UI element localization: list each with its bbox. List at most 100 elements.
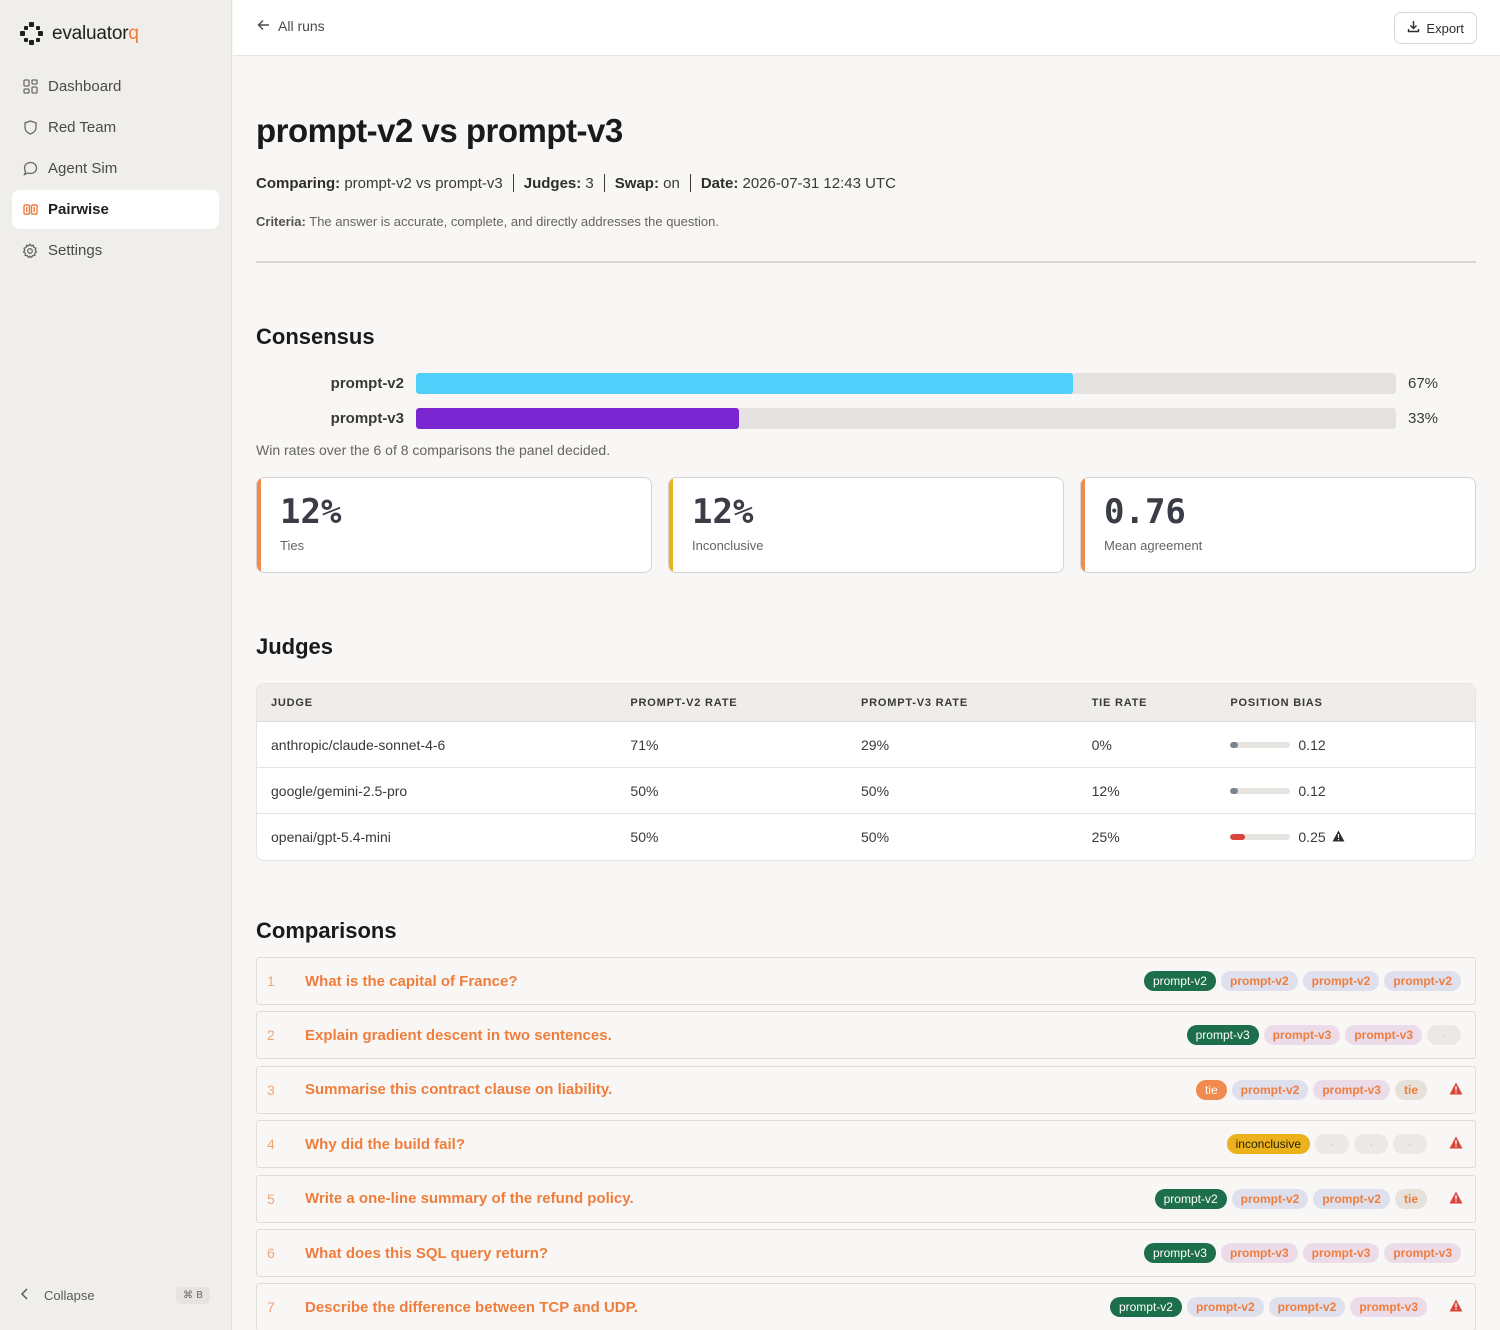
tie-rate: 12% bbox=[1091, 782, 1120, 799]
meta-value: prompt-v2 vs prompt-v3 bbox=[344, 174, 503, 192]
sidebar-item-settings[interactable]: Settings bbox=[12, 231, 219, 270]
column-header[interactable]: TIE RATE bbox=[1091, 696, 1148, 709]
comparison-row[interactable]: 6 What does this SQL query return? prompt-… bbox=[256, 1229, 1476, 1277]
stat-label: Mean agreement bbox=[1104, 538, 1203, 553]
consensus-bar-row: prompt-v2 67% bbox=[256, 372, 1476, 394]
back-to-runs-link[interactable]: All runs bbox=[257, 18, 325, 34]
comparison-question[interactable]: Explain gradient descent in two sentence… bbox=[305, 1026, 612, 1044]
download-icon bbox=[1407, 20, 1420, 36]
judge-name: google/gemini-2.5-pro bbox=[271, 782, 408, 799]
verdict-badge: tie bbox=[1195, 1079, 1227, 1100]
bias-bar-track bbox=[1230, 787, 1291, 794]
comparison-row[interactable]: 2 Explain gradient descent in two sentenc… bbox=[256, 1011, 1476, 1060]
column-header[interactable]: JUDGE bbox=[271, 696, 313, 709]
judge-vote-badge: prompt-v2 bbox=[1186, 1297, 1264, 1318]
column-header[interactable]: PROMPT-V2 RATE bbox=[630, 696, 738, 709]
judge-vote-badge: tie bbox=[1394, 1079, 1427, 1100]
comparison-question[interactable]: Describe the difference between TCP and … bbox=[305, 1298, 638, 1316]
consensus-bar-percent: 67% bbox=[1408, 374, 1439, 392]
meta-value: 2026-07-31 12:43 UTC bbox=[742, 174, 896, 192]
comparison-question[interactable]: Why did the build fail? bbox=[305, 1135, 465, 1153]
comparison-row[interactable]: 3 Summarise this contract clause on liabi… bbox=[256, 1065, 1476, 1114]
sidebar-item-dashboard[interactable]: Dashboard bbox=[12, 67, 219, 106]
comparison-row[interactable]: 7 Describe the difference between TCP and… bbox=[256, 1283, 1476, 1330]
vote-badges: tie prompt-v2 prompt-v3 tie bbox=[1195, 1067, 1427, 1113]
verdict-badge: prompt-v3 bbox=[1143, 1243, 1216, 1263]
back-label: All runs bbox=[278, 18, 325, 34]
consensus-bar-fill bbox=[416, 372, 1073, 394]
judge-vote-badge: prompt-v2 bbox=[1268, 1297, 1346, 1318]
v2-rate: 71% bbox=[630, 736, 659, 753]
v3-rate: 29% bbox=[861, 736, 890, 753]
table-row[interactable]: anthropic/claude-sonnet-4-6 71% 29% 0% 0.12 bbox=[257, 722, 1475, 768]
shield-icon bbox=[22, 120, 38, 136]
stat-value: 12% bbox=[692, 492, 754, 532]
bias-value: 0.25 bbox=[1298, 829, 1326, 845]
stat-card-agreement: 0.76 Mean agreement bbox=[1080, 477, 1476, 573]
comparison-question[interactable]: Write a one-line summary of the refund p… bbox=[305, 1190, 634, 1208]
table-row[interactable]: google/gemini-2.5-pro 50% 50% 12% 0.12 bbox=[257, 768, 1475, 814]
sidebar-item-label: Pairwise bbox=[48, 201, 109, 218]
comparison-question[interactable]: What is the capital of France? bbox=[305, 972, 518, 990]
table-row[interactable]: openai/gpt-5.4-mini 50% 50% 25% 0.25 bbox=[257, 814, 1475, 860]
column-header[interactable]: POSITION BIAS bbox=[1230, 696, 1323, 709]
meta-key: Judges: bbox=[523, 174, 582, 192]
judge-vote-badge: · bbox=[1354, 1134, 1388, 1155]
bias-bar-track bbox=[1230, 741, 1291, 748]
dashboard-icon bbox=[22, 79, 38, 95]
gear-icon bbox=[22, 242, 38, 259]
comparison-question[interactable]: Summarise this contract clause on liabil… bbox=[305, 1081, 613, 1099]
table-body: anthropic/claude-sonnet-4-6 71% 29% 0% 0.12 g… bbox=[257, 722, 1475, 860]
consensus-bar-label: prompt-v2 bbox=[330, 374, 404, 392]
page-title: prompt-v2 vs prompt-v3 bbox=[256, 112, 623, 149]
judge-vote-badge: · bbox=[1393, 1134, 1427, 1155]
tie-rate: 25% bbox=[1091, 829, 1120, 845]
consensus-bar-fill bbox=[416, 407, 740, 429]
comparison-number: 5 bbox=[267, 1190, 275, 1207]
sidebar-nav: Dashboard Red Team Agent Sim Pairwise Se… bbox=[12, 67, 219, 272]
sidebar-item-red-team[interactable]: Red Team bbox=[12, 108, 219, 147]
stat-label: Inconclusive bbox=[692, 538, 764, 553]
app-name: evaluatorq bbox=[52, 23, 139, 44]
comparison-number: 1 bbox=[267, 973, 275, 989]
app-logo[interactable]: evaluatorq bbox=[20, 22, 139, 46]
consensus-note: Win rates over the 6 of 8 comparisons th… bbox=[256, 442, 611, 458]
sidebar-item-agent-sim[interactable]: Agent Sim bbox=[12, 149, 219, 188]
bias-bar-fill bbox=[1230, 741, 1238, 748]
warning-icon bbox=[1449, 1136, 1465, 1152]
collapse-sidebar-button[interactable]: Collapse ⌘ B bbox=[20, 1283, 210, 1307]
position-bias: 0.12 bbox=[1230, 737, 1475, 753]
criteria-text: The answer is accurate, complete, and di… bbox=[309, 214, 719, 229]
comparison-row[interactable]: 1 What is the capital of France? prompt-v2… bbox=[256, 957, 1476, 1005]
stat-card-ties: 12% Ties bbox=[256, 477, 652, 573]
verdict-badge: prompt-v2 bbox=[1154, 1188, 1227, 1209]
arrow-left-icon bbox=[257, 18, 270, 34]
comparison-row[interactable]: 5 Write a one-line summary of the refund … bbox=[256, 1174, 1476, 1223]
meta-key: Date: bbox=[700, 174, 739, 192]
consensus-bar-label: prompt-v3 bbox=[330, 409, 404, 427]
verdict-badge: prompt-v3 bbox=[1186, 1025, 1259, 1046]
comparison-row[interactable]: 4 Why did the build fail? inconclusive · · · bbox=[256, 1120, 1476, 1169]
columns-icon bbox=[22, 202, 38, 218]
card-accent bbox=[1081, 478, 1085, 572]
comparison-number: 3 bbox=[267, 1081, 275, 1098]
bias-value: 0.12 bbox=[1298, 782, 1326, 799]
judge-vote-badge: prompt-v2 bbox=[1384, 971, 1461, 991]
judge-vote-badge: prompt-v3 bbox=[1345, 1025, 1422, 1046]
judge-vote-badge: prompt-v2 bbox=[1313, 1188, 1390, 1209]
export-button[interactable]: Export bbox=[1394, 12, 1477, 44]
judge-vote-badge: prompt-v2 bbox=[1231, 1188, 1309, 1209]
verdict-badge: prompt-v2 bbox=[1143, 971, 1216, 991]
v3-rate: 50% bbox=[861, 782, 890, 799]
column-header[interactable]: PROMPT-V3 RATE bbox=[861, 696, 968, 709]
sidebar-item-pairwise[interactable]: Pairwise bbox=[12, 190, 219, 229]
collapse-label: Collapse bbox=[44, 1287, 95, 1303]
logo-icon bbox=[20, 22, 44, 46]
judge-vote-badge: prompt-v2 bbox=[1302, 971, 1380, 991]
judge-vote-badge: prompt-v3 bbox=[1350, 1297, 1427, 1318]
comparison-number: 2 bbox=[267, 1027, 275, 1044]
judge-vote-badge: prompt-v3 bbox=[1313, 1079, 1390, 1100]
judge-vote-badge: · bbox=[1427, 1025, 1461, 1046]
comparison-question[interactable]: What does this SQL query return? bbox=[305, 1244, 549, 1262]
consensus-bar-track bbox=[416, 372, 1396, 394]
